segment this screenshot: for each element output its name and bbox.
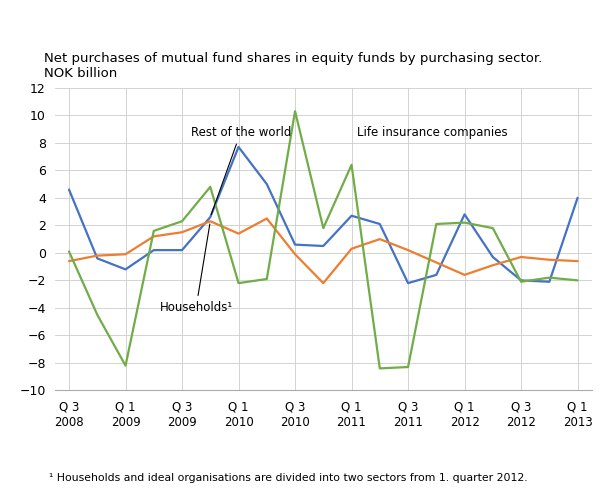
Text: Net purchases of mutual fund shares in equity funds by purchasing sector.
NOK bi: Net purchases of mutual fund shares in e… [44, 52, 542, 80]
Text: Rest of the world: Rest of the world [190, 126, 291, 215]
Text: Life insurance companies: Life insurance companies [357, 126, 508, 139]
Text: Households¹: Households¹ [159, 224, 232, 314]
Text: ¹ Households and ideal organisations are divided into two sectors from 1. quarte: ¹ Households and ideal organisations are… [49, 473, 528, 483]
